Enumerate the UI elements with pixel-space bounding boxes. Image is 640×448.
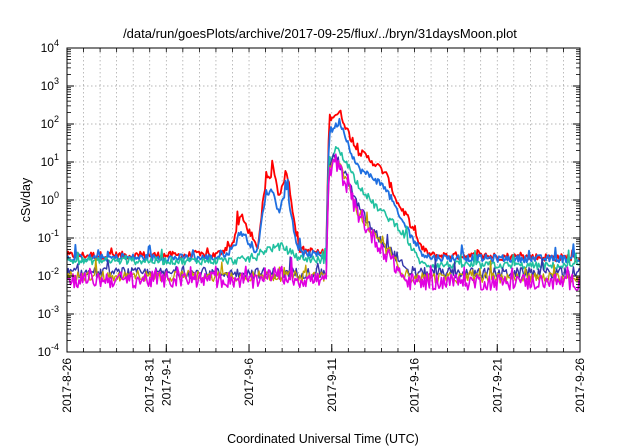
y-axis-label: cSv/day: [19, 177, 33, 222]
y-tick-base: 10: [41, 155, 55, 169]
y-tick-exponent: 4: [54, 38, 59, 48]
y-tick-base: 10: [41, 79, 55, 93]
axis-ticks: 10-410-310-210-11001011021031042017-8-26…: [38, 38, 587, 413]
y-tick-exponent: 2: [54, 114, 59, 124]
y-tick-label: 10-3: [38, 304, 59, 321]
series-layer: [67, 109, 580, 291]
y-tick-base: 10: [41, 117, 55, 131]
y-tick-label: 100: [41, 190, 59, 207]
y-tick-label: 102: [41, 114, 59, 131]
y-tick-label: 10-2: [38, 266, 59, 283]
x-tick-label: 2017-8-31: [143, 358, 157, 413]
series-line: [67, 158, 580, 284]
y-tick-exponent: -4: [51, 342, 59, 352]
y-tick-base: 10: [41, 193, 55, 207]
y-tick-base: 10: [38, 269, 52, 283]
y-tick-exponent: 0: [54, 190, 59, 200]
x-tick-label: 2017-9-11: [325, 358, 339, 412]
chart-title: /data/run/goesPlots/archive/2017-09-25/f…: [123, 26, 517, 41]
y-tick-base: 10: [41, 41, 55, 55]
series-line: [67, 153, 580, 291]
x-tick-label: 2017-9-21: [490, 358, 504, 413]
grid-lines: [67, 48, 580, 352]
y-tick-exponent: 1: [54, 152, 59, 162]
y-tick-exponent: -3: [51, 304, 59, 314]
y-tick-label: 101: [41, 152, 59, 169]
y-tick-label: 10-1: [38, 228, 59, 245]
series-line: [67, 117, 580, 264]
y-tick-base: 10: [38, 345, 52, 359]
y-tick-label: 103: [41, 76, 59, 93]
y-tick-exponent: -1: [51, 228, 59, 238]
x-axis-label: Coordinated Universal Time (UTC): [227, 432, 419, 446]
y-tick-label: 10-4: [38, 342, 59, 359]
y-tick-exponent: 3: [54, 76, 59, 86]
series-line: [67, 109, 580, 263]
x-tick-label: 2017-9-26: [573, 358, 587, 413]
y-tick-label: 104: [41, 38, 59, 55]
x-tick-label: 2017-9-1: [159, 358, 173, 406]
x-tick-label: 2017-9-16: [408, 358, 422, 413]
y-tick-base: 10: [38, 307, 52, 321]
x-tick-label: 2017-8-26: [60, 358, 74, 413]
series-line: [67, 146, 580, 271]
y-tick-exponent: -2: [51, 266, 59, 276]
y-tick-base: 10: [38, 231, 52, 245]
x-tick-label: 2017-9-6: [242, 358, 256, 406]
